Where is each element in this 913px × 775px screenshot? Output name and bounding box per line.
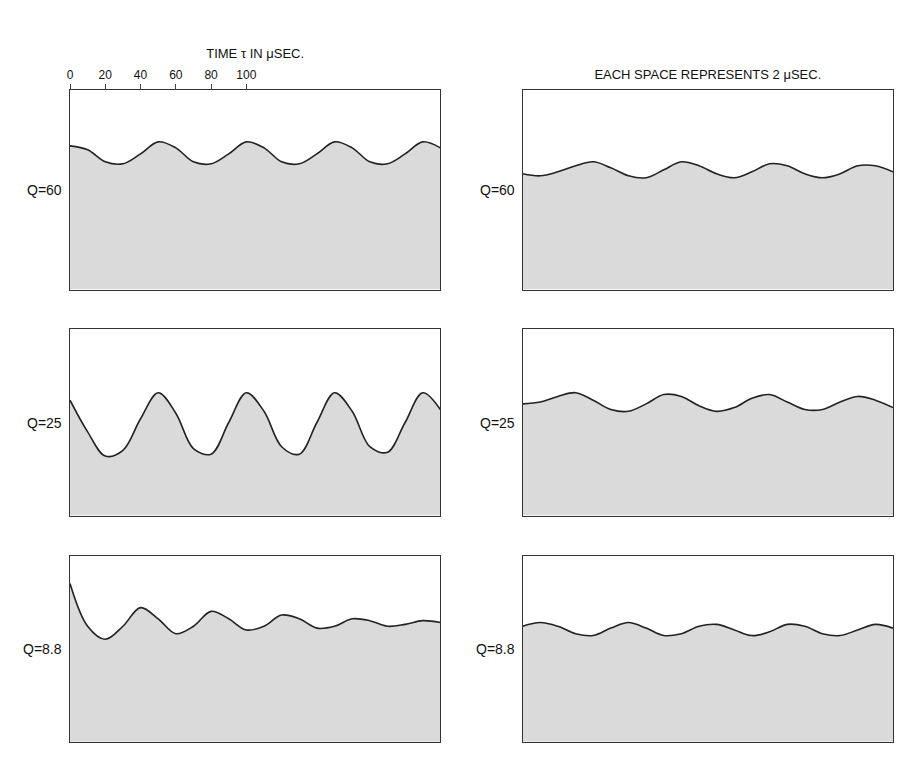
svg-text:80: 80 [204, 68, 218, 82]
svg-text:Q=25: Q=25 [480, 415, 515, 431]
svg-text:40: 40 [134, 68, 148, 82]
svg-text:Q=25: Q=25 [27, 415, 62, 431]
svg-text:Q=60: Q=60 [27, 182, 62, 198]
svg-text:0: 0 [67, 68, 74, 82]
svg-text:60: 60 [169, 68, 183, 82]
svg-text:Q=8.8: Q=8.8 [23, 641, 62, 657]
svg-text:100: 100 [236, 68, 256, 82]
svg-text:20: 20 [99, 68, 113, 82]
svg-text:TIME τ IN μSEC.: TIME τ IN μSEC. [206, 46, 304, 61]
svg-text:Q=8.8: Q=8.8 [476, 641, 515, 657]
svg-text:Q=60: Q=60 [480, 182, 515, 198]
svg-text:EACH SPACE REPRESENTS 2 μSEC.: EACH SPACE REPRESENTS 2 μSEC. [594, 67, 821, 82]
